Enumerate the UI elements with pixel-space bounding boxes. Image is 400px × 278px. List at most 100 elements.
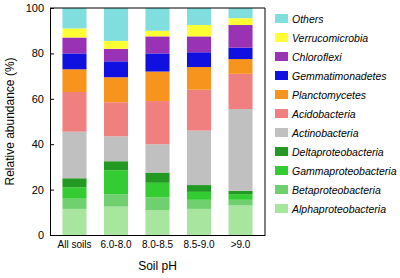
y-tick-label: 0: [38, 229, 44, 241]
x-tick-label: 8.5-9.0: [183, 239, 215, 250]
x-tick: >9.0: [231, 235, 251, 250]
bar-segment: [104, 61, 128, 77]
frame-top: [50, 8, 265, 9]
legend-label: Planctomycetes: [292, 89, 367, 101]
y-tick-label: 40: [32, 138, 44, 150]
bar-segment: [187, 8, 211, 25]
x-tick-label: All soils: [58, 239, 92, 250]
bar-segment: [62, 209, 86, 235]
x-tick-label: >9.0: [231, 239, 251, 250]
bar-segment: [228, 25, 252, 48]
legend-label: Gammaproteobacteria: [292, 165, 397, 177]
bar-segment: [62, 8, 86, 28]
legend-swatch: [275, 204, 288, 213]
legend-label: Acidobacteria: [291, 108, 356, 120]
bar-segment: [228, 109, 252, 191]
bar-segment: [145, 53, 169, 71]
legend-swatch: [275, 128, 288, 137]
x-axis: All soils6.0-8.08.0-8.58.5-9.0>9.0: [51, 235, 266, 250]
legend-swatch: [275, 71, 288, 80]
legend-swatch: [275, 33, 288, 42]
bar-segment: [228, 48, 252, 59]
bar-segment: [62, 199, 86, 209]
bar-segment: [62, 28, 86, 37]
legend-item: Gammaproteobacteria: [275, 165, 397, 177]
bar-segment: [104, 8, 128, 41]
bar-segment: [187, 131, 211, 185]
legend-item: Betaproteobacteria: [275, 184, 381, 196]
bar-segment: [145, 198, 169, 210]
bar-segment: [104, 136, 128, 161]
bar-segment: [145, 101, 169, 144]
bar-segment: [187, 67, 211, 90]
bar-segment: [104, 194, 128, 206]
legend-label: Gemmatimonadetes: [292, 70, 387, 82]
bar-segment: [228, 74, 252, 109]
legend-item: Deltaproteobacteria: [275, 146, 384, 158]
series: [62, 8, 252, 41]
bar-segment: [228, 205, 252, 235]
bar-segment: [145, 144, 169, 172]
bar-segment: [145, 210, 169, 235]
y-tick-mark: [50, 99, 54, 100]
y-tick-mark: [50, 53, 54, 54]
bar-segment: [104, 41, 128, 49]
legend-item: Actinobacteria: [275, 127, 359, 139]
y-axis-line: [50, 9, 51, 236]
y-tick: 60: [32, 93, 54, 105]
legend-item: Acidobacteria: [275, 108, 356, 120]
legend-label: Deltaproteobacteria: [292, 146, 384, 158]
x-axis-line: [51, 235, 266, 236]
bar-segment: [145, 31, 169, 37]
bar-segment: [62, 69, 86, 92]
bar-segment: [145, 173, 169, 183]
legend-swatch: [275, 166, 288, 175]
bar-segment: [187, 90, 211, 131]
bar-segment: [228, 18, 252, 25]
bar-segment: [104, 102, 128, 136]
frame-right: [265, 8, 266, 235]
legend-swatch: [275, 109, 288, 118]
legend-swatch: [275, 185, 288, 194]
bar-segment: [62, 187, 86, 198]
y-tick-mark: [50, 144, 54, 145]
plot: 020406080100All soils6.0-8.08.0-8.58.5-9…: [26, 2, 266, 250]
legend-item: Planctomycetes: [275, 89, 367, 101]
legend-item: Chloroflexi: [275, 51, 342, 63]
y-tick-label: 100: [26, 2, 44, 14]
y-tick-label: 20: [32, 184, 44, 196]
series: [62, 170, 252, 200]
bar-segment: [104, 161, 128, 170]
bar-segment: [62, 38, 86, 54]
y-tick-mark: [50, 190, 54, 191]
y-tick: 100: [26, 2, 54, 14]
y-tick-label: 60: [32, 93, 44, 105]
legend-item: Gemmatimonadetes: [275, 70, 387, 82]
bar-segment: [228, 191, 252, 194]
x-axis-title: Soil pH: [138, 259, 177, 273]
y-axis-title: Relative abundance (%): [3, 57, 17, 185]
bar-segment: [145, 8, 169, 31]
bar-segment: [145, 183, 169, 198]
bar-segment: [187, 185, 211, 192]
chart: 020406080100All soils6.0-8.08.0-8.58.5-9…: [0, 0, 400, 278]
bar-segment: [187, 36, 211, 52]
bar-segment: [104, 77, 128, 102]
legend-label: Others: [292, 13, 324, 25]
bar-segment: [187, 25, 211, 36]
y-tick: 40: [32, 138, 54, 150]
bar-segment: [228, 200, 252, 206]
bar-segment: [187, 52, 211, 67]
y-tick: 80: [32, 47, 54, 59]
bar-segment: [187, 200, 211, 209]
bar-segment: [62, 92, 86, 132]
legend: Others Verrucomicrobia Chloroflexi Gemmatim…: [275, 13, 397, 215]
legend-swatch: [275, 90, 288, 99]
y-axis: 0 20 40 60 80 100: [26, 2, 54, 241]
legend-label: Actinobacteria: [291, 127, 359, 139]
bar-segment: [104, 207, 128, 235]
bar-segment: [62, 132, 86, 179]
x-tick-label: 6.0-8.0: [100, 239, 132, 250]
legend-label: Verrucomicrobia: [292, 32, 368, 44]
legend-label: Chloroflexi: [292, 51, 342, 63]
